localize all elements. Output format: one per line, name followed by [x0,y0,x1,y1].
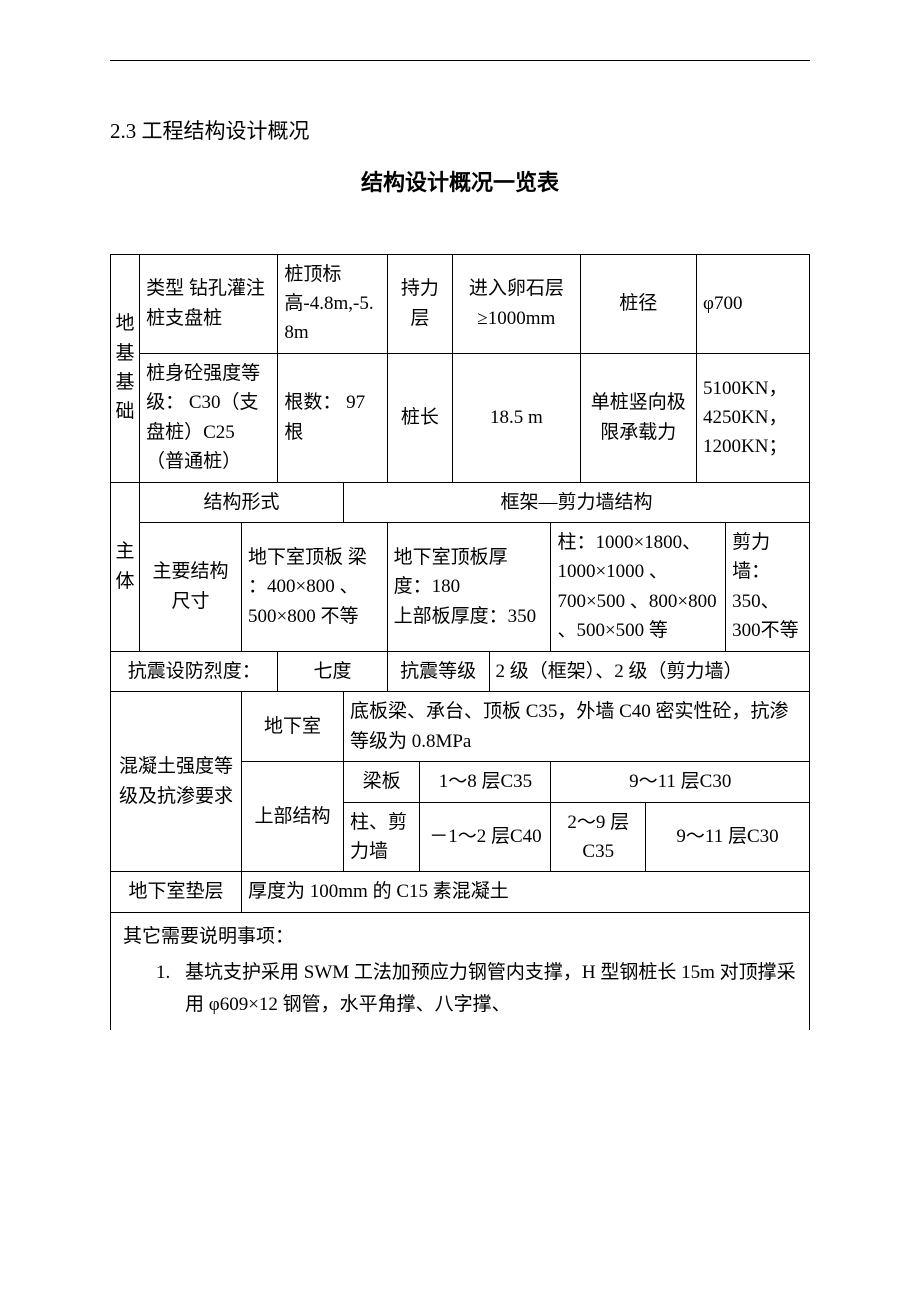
basement-value: 底板梁、承台、顶板 C35，外墙 C40 密实性砼，抗渗等级为 0.8MPa [343,692,809,762]
pile-count: 根数： 97根 [278,353,387,482]
bearing-cap-label: 单桩竖向极限承载力 [580,353,696,482]
basement-label: 地下室 [242,692,344,762]
beam-slab-2: 9～11 层C30 [551,762,810,802]
col-wall-1: －1～2 层C40 [420,802,551,872]
pile-length-value: 18.5 m [453,353,580,482]
columns: 柱：1000×1800、1000×1000 、700×500 、800×800 … [551,523,726,652]
bedding-value: 厚度为 100mm 的 C15 素混凝土 [242,872,810,912]
concrete-label: 混凝土强度等级及抗渗要求 [111,692,242,872]
seismic-grade-value: 2 级（框架）、2 级（剪力墙） [489,651,809,691]
table-row: 地基基础 类型 钻孔灌注桩支盘桩 桩顶标高-4.8m,-5.8m 持力层 进入卵… [111,254,810,353]
notes-heading: 其它需要说明事项： [123,921,797,953]
table-row: 主要结构尺寸 地下室顶板 梁 ：400×800 、500×800 不等 地下室顶… [111,523,810,652]
main-body-label: 主体 [111,482,140,651]
table-title: 结构设计概况一览表 [110,166,810,199]
table-row: 桩身砼强度等级： C30（支盘桩）C25 （普通桩） 根数： 97根 桩长 18… [111,353,810,482]
pile-type: 类型 钻孔灌注桩支盘桩 [140,254,278,353]
col-wall-2: 2～9 层C35 [551,802,646,872]
col-wall-3: 9～11 层C30 [646,802,810,872]
pile-top-elev: 桩顶标高-4.8m,-5.8m [278,254,387,353]
pile-strength: 桩身砼强度等级： C30（支盘桩）C25 （普通桩） [140,353,278,482]
pile-dia-value: φ700 [697,254,810,353]
pile-length-label: 桩长 [387,353,453,482]
section-heading: 2.3 工程结构设计概况 [110,116,810,148]
bearing-layer-label: 持力层 [387,254,453,353]
slab-thickness: 地下室顶板厚度：180 上部板厚度：350 [387,523,551,652]
notes-item: 基坑支护采用 SWM 工法加预应力钢管内支撑，H 型钢桩长 15m 对顶撑采用 … [175,957,797,1022]
upper-label: 上部结构 [242,762,344,872]
main-dims-label: 主要结构尺寸 [140,523,242,652]
table-row: 抗震设防烈度： 七度 抗震等级 2 级（框架）、2 级（剪力墙） [111,651,810,691]
table-row: 地下室垫层 厚度为 100mm 的 C15 素混凝土 [111,872,810,912]
bearing-layer-value: 进入卵石层≥1000mm [453,254,580,353]
bearing-cap-value: 5100KN，4250KN，1200KN； [697,353,810,482]
seismic-grade-label: 抗震等级 [387,651,489,691]
struct-form-value: 框架—剪力墙结构 [343,482,809,522]
notes-list: 基坑支护采用 SWM 工法加预应力钢管内支撑，H 型钢桩长 15m 对顶撑采用 … [123,957,797,1022]
table-row: 主体 结构形式 框架—剪力墙结构 [111,482,810,522]
beam-slab-label: 梁板 [343,762,419,802]
shear-wall: 剪力墙：350、300不等 [726,523,810,652]
structure-design-table: 地基基础 类型 钻孔灌注桩支盘桩 桩顶标高-4.8m,-5.8m 持力层 进入卵… [110,254,810,1030]
horizontal-rule [110,60,810,61]
table-row: 混凝土强度等级及抗渗要求 地下室 底板梁、承台、顶板 C35，外墙 C40 密实… [111,692,810,762]
foundation-label: 地基基础 [111,254,140,482]
bedding-label: 地下室垫层 [111,872,242,912]
seismic-intensity-label: 抗震设防烈度： [111,651,278,691]
basement-beam: 地下室顶板 梁 ：400×800 、500×800 不等 [242,523,388,652]
beam-slab-1: 1～8 层C35 [420,762,551,802]
table-row: 其它需要说明事项： 基坑支护采用 SWM 工法加预应力钢管内支撑，H 型钢桩长 … [111,912,810,1029]
struct-form-label: 结构形式 [140,482,344,522]
notes-cell: 其它需要说明事项： 基坑支护采用 SWM 工法加预应力钢管内支撑，H 型钢桩长 … [111,912,810,1029]
seismic-intensity-value: 七度 [278,651,387,691]
col-wall-label: 柱、剪力墙 [343,802,419,872]
pile-dia-label: 桩径 [580,254,696,353]
